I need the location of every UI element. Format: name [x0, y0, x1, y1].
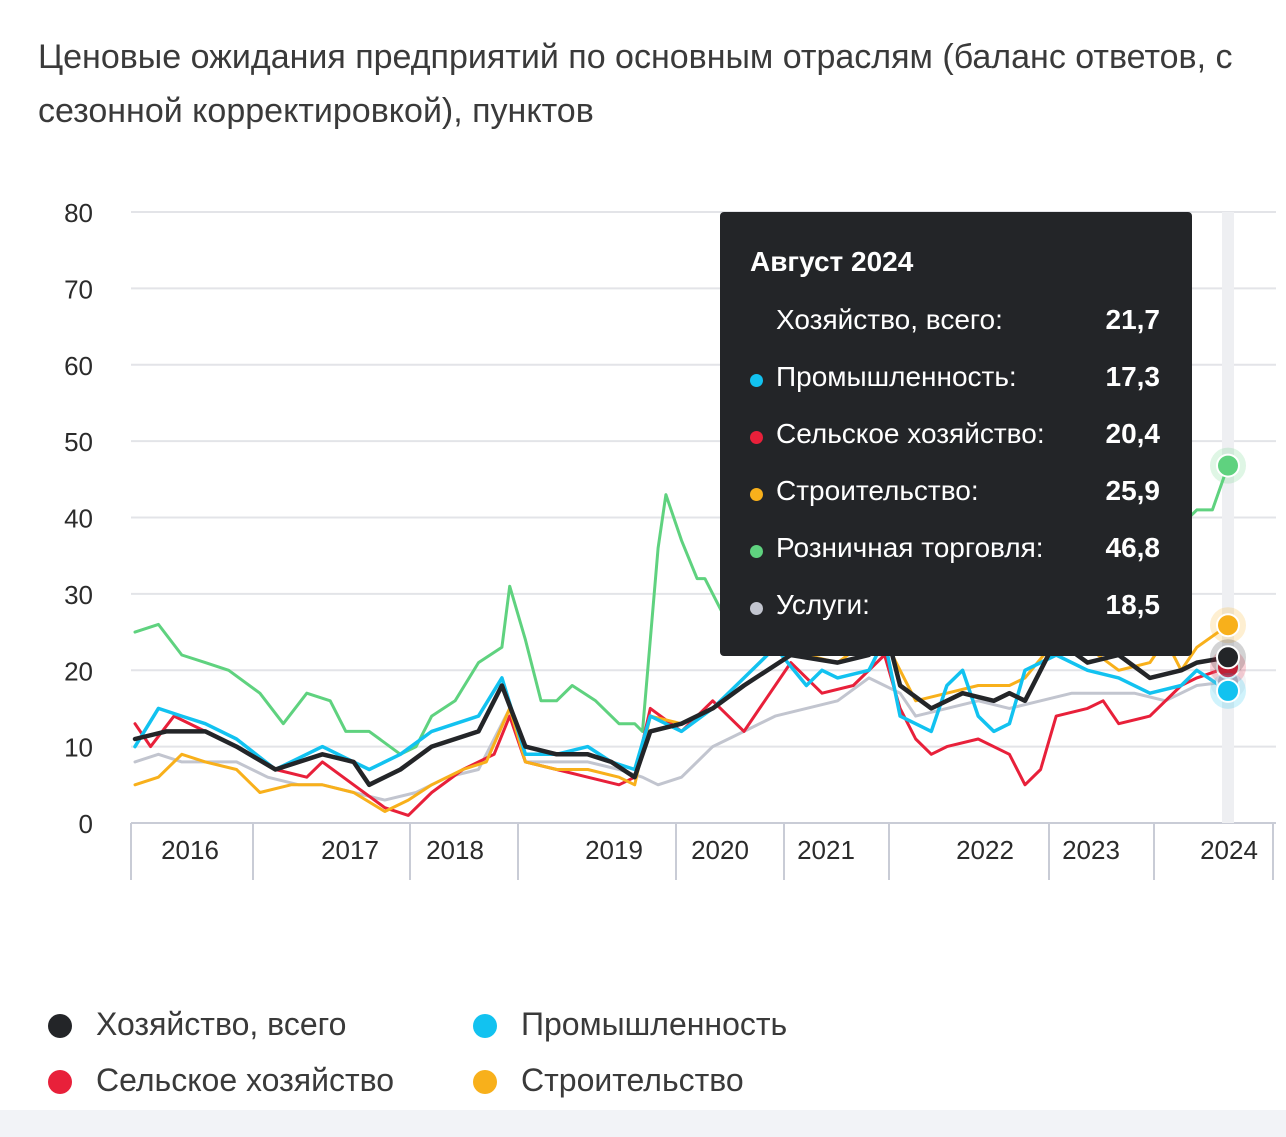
tooltip-value: 18,5 — [1105, 589, 1161, 620]
y-tick-label: 50 — [64, 427, 93, 457]
construction-dot-icon — [750, 488, 763, 501]
y-tick-label: 10 — [64, 733, 93, 763]
x-tick-label: 2019 — [585, 835, 643, 865]
end-marker — [1216, 678, 1240, 703]
tooltip-row-agriculture: Сельское хозяйство: 20,4 — [750, 418, 1160, 458]
end-marker — [1216, 613, 1240, 638]
y-tick-label: 80 — [64, 198, 93, 228]
y-tick-label: 60 — [64, 351, 93, 381]
tooltip-row-retail: Розничная торговля: 46,8 — [750, 532, 1160, 572]
tooltip-label: Услуги: — [776, 589, 870, 620]
tooltip-label: Строительство: — [776, 475, 979, 506]
agriculture-dot-icon — [750, 431, 763, 444]
tooltip-value: 21,7 — [1105, 304, 1161, 335]
highlight-band — [1222, 212, 1234, 823]
series-line — [133, 676, 1230, 802]
tooltip-label: Розничная торговля: — [776, 532, 1044, 563]
legend-label: Сельское хозяйство — [96, 1062, 395, 1098]
tooltip-row-services: Услуги: 18,5 — [750, 589, 1160, 629]
tooltip-row-construction: Строительство: 25,9 — [750, 475, 1160, 515]
end-marker — [1216, 453, 1240, 478]
tooltip-label: Сельское хозяйство: — [776, 418, 1045, 449]
tooltip-value: 25,9 — [1105, 475, 1161, 506]
tooltip-label: Промышленность: — [776, 361, 1017, 392]
legend-dot-icon — [48, 1014, 72, 1038]
chart-title: Ценовые ожидания предприятий по основным… — [38, 38, 1233, 130]
x-tick-label: 2018 — [426, 835, 484, 865]
tooltip-row-total: Хозяйство, всего: 21,7 — [750, 304, 1160, 344]
legend-dot-icon — [473, 1014, 497, 1038]
tooltip: Август 2024 Хозяйство, всего: 21,7 Промы… — [720, 212, 1192, 656]
x-tick-label: 2016 — [161, 835, 219, 865]
end-marker — [1216, 645, 1240, 670]
series-line — [133, 653, 1230, 817]
footer-strip — [0, 1110, 1286, 1137]
x-tick-label: 2022 — [956, 835, 1014, 865]
legend-dot-icon — [473, 1070, 497, 1094]
y-tick-label: 20 — [64, 656, 93, 686]
services-dot-icon — [750, 602, 763, 615]
retail-dot-icon — [750, 545, 763, 558]
y-tick-label: 70 — [64, 274, 93, 304]
tooltip-title: Август 2024 — [750, 246, 914, 277]
tooltip-value: 46,8 — [1105, 532, 1161, 563]
y-tick-label: 30 — [64, 580, 93, 610]
industry-dot-icon — [750, 374, 763, 387]
x-tick-label: 2021 — [797, 835, 855, 865]
legend-label: Строительство — [521, 1062, 744, 1098]
y-tick-label: 40 — [64, 504, 93, 534]
tooltip-row-industry: Промышленность: 17,3 — [750, 361, 1160, 401]
x-tick-label: 2020 — [691, 835, 749, 865]
legend-label: Промышленность — [521, 1006, 788, 1042]
x-tick-label: 2024 — [1200, 835, 1258, 865]
y-tick-label: 0 — [79, 809, 93, 839]
tooltip-value: 17,3 — [1105, 361, 1161, 392]
legend-dot-icon — [48, 1070, 72, 1094]
x-tick-label: 2023 — [1062, 835, 1120, 865]
x-tick-label: 2017 — [321, 835, 379, 865]
tooltip-value: 20,4 — [1105, 418, 1161, 449]
legend-label: Хозяйство, всего — [96, 1006, 347, 1042]
tooltip-label: Хозяйство, всего: — [776, 304, 1003, 335]
